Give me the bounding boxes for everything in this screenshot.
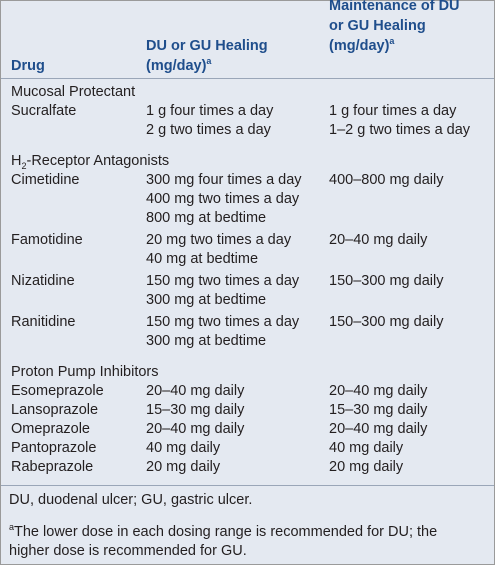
- header-maintenance: or GU Healing: [329, 17, 426, 34]
- footer-rule: [1, 485, 494, 486]
- superscript: a: [389, 35, 395, 46]
- maintenance-dose: 1 g four times a day: [329, 102, 457, 119]
- healing-dose: 20 mg two times a day: [146, 231, 292, 248]
- healing-dose: 150 mg two times a day: [146, 313, 300, 330]
- header-maintenance: Maintenance of DU: [329, 0, 460, 14]
- drug-name: Sucralfate: [11, 102, 77, 119]
- group-title: Proton Pump Inhibitors: [11, 363, 159, 380]
- healing-dose: 150 mg two times a day: [146, 272, 300, 289]
- drug-name: Rabeprazole: [11, 458, 94, 475]
- drug-name: Famotidine: [11, 231, 83, 248]
- healing-dose: 300 mg at bedtime: [146, 332, 267, 349]
- healing-dose: 300 mg four times a day: [146, 171, 302, 188]
- footnote-note: aThe lower dose in each dosing range is …: [9, 521, 438, 542]
- drug-name: Ranitidine: [11, 313, 76, 330]
- footnote-text: higher dose is recommended for GU.: [9, 542, 247, 559]
- group-title: Mucosal Protectant: [11, 83, 136, 100]
- maintenance-dose: 40 mg daily: [329, 439, 404, 456]
- drug-name: Pantoprazole: [11, 439, 97, 456]
- group-title-rest: -Receptor Antagonists: [26, 152, 170, 169]
- maintenance-dose: 20–40 mg daily: [329, 231, 428, 248]
- header-maintenance: (mg/day)a: [329, 35, 395, 54]
- healing-dose: 2 g two times a day: [146, 121, 271, 138]
- drug-name: Esomeprazole: [11, 382, 104, 399]
- maintenance-dose: 15–30 mg daily: [329, 401, 428, 418]
- drug-name: Cimetidine: [11, 171, 80, 188]
- footnote-text: The lower dose in each dosing range is r…: [14, 523, 438, 540]
- maintenance-dose: 1–2 g two times a day: [329, 121, 471, 138]
- maintenance-dose: 150–300 mg daily: [329, 313, 444, 330]
- maintenance-dose: 150–300 mg daily: [329, 272, 444, 289]
- group-title: H2-Receptor Antagonists: [11, 152, 170, 171]
- healing-dose: 40 mg at bedtime: [146, 250, 259, 267]
- header-healing: DU or GU Healing: [146, 37, 268, 54]
- drug-name: Lansoprazole: [11, 401, 99, 418]
- healing-dose: 1 g four times a day: [146, 102, 274, 119]
- superscript: a: [206, 55, 212, 66]
- footnote-abbrev: DU, duodenal ulcer; GU, gastric ulcer.: [9, 491, 253, 508]
- header-healing: (mg/day)a: [146, 55, 212, 74]
- healing-dose: 40 mg daily: [146, 439, 221, 456]
- subscript: 2: [21, 160, 27, 171]
- maintenance-dose: 20 mg daily: [329, 458, 404, 475]
- healing-dose: 20–40 mg daily: [146, 420, 245, 437]
- header-drug: Drug: [11, 57, 45, 74]
- maintenance-dose: 20–40 mg daily: [329, 420, 428, 437]
- header-rule: [1, 78, 494, 79]
- healing-dose: 800 mg at bedtime: [146, 209, 267, 226]
- drug-name: Nizatidine: [11, 272, 75, 289]
- healing-dose: 15–30 mg daily: [146, 401, 245, 418]
- drug-name: Omeprazole: [11, 420, 90, 437]
- footnote-note: higher dose is recommended for GU.: [9, 542, 247, 561]
- maintenance-dose: 20–40 mg daily: [329, 382, 428, 399]
- healing-dose: 20 mg daily: [146, 458, 221, 475]
- healing-dose: 300 mg at bedtime: [146, 291, 267, 308]
- healing-dose: 400 mg two times a day: [146, 190, 300, 207]
- healing-dose: 20–40 mg daily: [146, 382, 245, 399]
- superscript: a: [9, 521, 15, 532]
- maintenance-dose: 400–800 mg daily: [329, 171, 444, 188]
